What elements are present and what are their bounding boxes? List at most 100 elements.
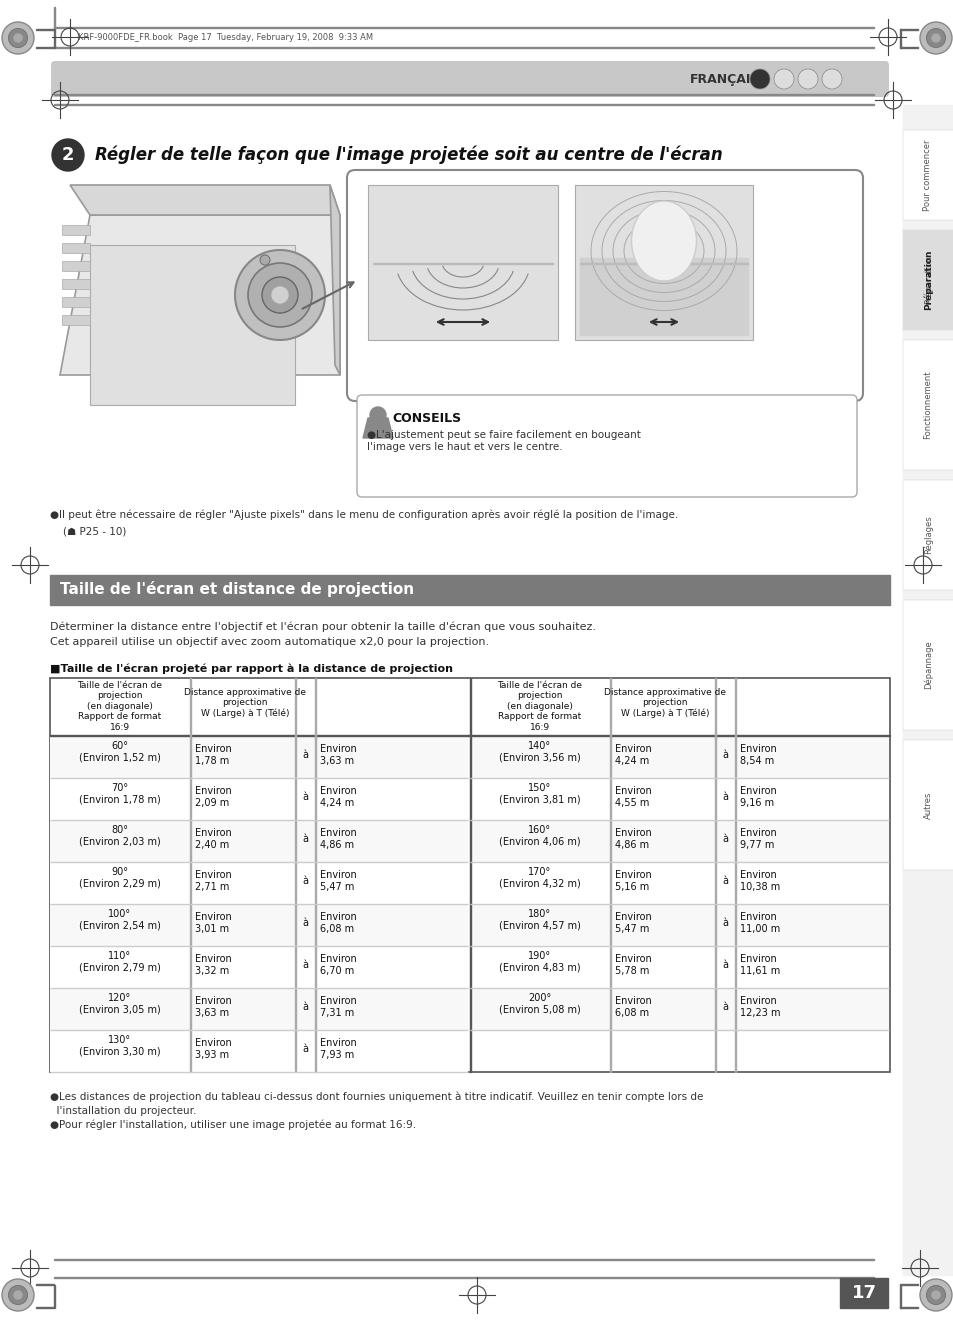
Bar xyxy=(470,988,888,1030)
Bar xyxy=(54,1285,55,1308)
Text: Environ
3,32 m: Environ 3,32 m xyxy=(194,954,232,976)
Circle shape xyxy=(749,68,769,88)
Text: Environ
12,23 m: Environ 12,23 m xyxy=(740,996,780,1017)
Text: ●Il peut être nécessaire de régler "Ajuste pixels" dans le menu de configuration: ●Il peut être nécessaire de régler "Ajus… xyxy=(50,511,678,520)
Text: (☗ P25 - 10): (☗ P25 - 10) xyxy=(50,527,126,536)
Text: Environ
5,16 m: Environ 5,16 m xyxy=(615,870,651,891)
Text: Environ
3,63 m: Environ 3,63 m xyxy=(319,744,356,765)
Text: ■Taille de l'écran projeté par rapport à la distance de projection: ■Taille de l'écran projeté par rapport à… xyxy=(50,663,453,674)
Text: 70°
(Environ 1,78 m): 70° (Environ 1,78 m) xyxy=(79,783,161,804)
Text: à: à xyxy=(721,833,727,844)
Text: à: à xyxy=(721,876,727,886)
Text: Cet appareil utilise un objectif avec zoom automatique x2,0 pour la projection.: Cet appareil utilise un objectif avec zo… xyxy=(50,636,489,647)
Text: Pour commencer: Pour commencer xyxy=(923,139,931,210)
Text: 160°
(Environ 4,06 m): 160° (Environ 4,06 m) xyxy=(498,825,580,847)
Text: Taille de l'écran de
projection
(en diagonale)
Rapport de format
16:9: Taille de l'écran de projection (en diag… xyxy=(497,681,582,732)
Text: à: à xyxy=(302,959,308,970)
Text: Environ
7,93 m: Environ 7,93 m xyxy=(319,1038,356,1060)
Bar xyxy=(902,230,953,330)
Text: l'installation du projecteur.: l'installation du projecteur. xyxy=(50,1106,196,1116)
Text: 120°
(Environ 3,05 m): 120° (Environ 3,05 m) xyxy=(79,993,161,1014)
Text: Environ
3,93 m: Environ 3,93 m xyxy=(194,1038,232,1060)
Bar xyxy=(368,185,558,340)
Text: Environ
7,31 m: Environ 7,31 m xyxy=(319,996,356,1017)
Bar xyxy=(470,946,888,988)
Circle shape xyxy=(925,1285,944,1305)
Bar xyxy=(190,678,191,1072)
Circle shape xyxy=(919,21,951,54)
Text: Préparation: Préparation xyxy=(923,256,932,304)
Bar xyxy=(50,575,889,604)
Bar xyxy=(609,678,610,1072)
Circle shape xyxy=(262,277,297,314)
Bar xyxy=(62,315,90,326)
Text: 170°
(Environ 4,32 m): 170° (Environ 4,32 m) xyxy=(498,867,580,888)
Circle shape xyxy=(370,407,386,423)
Text: Environ
10,38 m: Environ 10,38 m xyxy=(740,870,780,891)
Bar xyxy=(470,862,888,904)
Bar xyxy=(902,480,953,590)
Text: à: à xyxy=(302,918,308,929)
Text: Taille de l'écran et distance de projection: Taille de l'écran et distance de project… xyxy=(60,582,414,598)
Text: Régler de telle façon que l'image projetée soit au centre de l'écran: Régler de telle façon que l'image projet… xyxy=(95,146,722,165)
Text: 80°
(Environ 2,03 m): 80° (Environ 2,03 m) xyxy=(79,825,161,847)
Text: Environ
2,09 m: Environ 2,09 m xyxy=(194,787,232,808)
Circle shape xyxy=(234,251,325,340)
Text: Environ
9,16 m: Environ 9,16 m xyxy=(740,787,776,808)
Text: Environ
6,70 m: Environ 6,70 m xyxy=(319,954,356,976)
Bar xyxy=(579,263,747,264)
Circle shape xyxy=(260,255,270,265)
FancyBboxPatch shape xyxy=(356,395,856,497)
Text: Environ
5,78 m: Environ 5,78 m xyxy=(615,954,651,976)
Text: à: à xyxy=(302,833,308,844)
Bar xyxy=(902,340,953,470)
Bar xyxy=(50,820,468,862)
Bar xyxy=(734,678,735,1072)
Text: à: à xyxy=(721,918,727,929)
Text: Distance approximative de
projection
W (Large) à T (Télé): Distance approximative de projection W (… xyxy=(184,687,306,718)
Text: à: à xyxy=(302,750,308,760)
Circle shape xyxy=(9,1285,28,1305)
Circle shape xyxy=(821,68,841,88)
Bar xyxy=(373,263,553,264)
Bar xyxy=(470,779,888,820)
FancyBboxPatch shape xyxy=(347,170,862,401)
Polygon shape xyxy=(330,185,339,375)
Text: Réglages: Réglages xyxy=(923,516,932,555)
Text: 110°
(Environ 2,79 m): 110° (Environ 2,79 m) xyxy=(79,951,161,973)
Circle shape xyxy=(14,1290,22,1298)
Bar xyxy=(50,779,468,820)
Bar xyxy=(470,905,888,946)
Text: à: à xyxy=(302,1044,308,1055)
Bar xyxy=(50,1030,468,1072)
Ellipse shape xyxy=(631,201,696,281)
Circle shape xyxy=(925,28,944,48)
Bar xyxy=(899,29,900,48)
Text: Environ
11,61 m: Environ 11,61 m xyxy=(740,954,780,976)
Text: à: à xyxy=(721,792,727,803)
Bar xyxy=(50,905,468,946)
Text: 140°
(Environ 3,56 m): 140° (Environ 3,56 m) xyxy=(498,741,580,762)
Bar xyxy=(314,678,315,1072)
Text: Fonctionnement: Fonctionnement xyxy=(923,371,931,440)
Text: ●Pour régler l'installation, utiliser une image projetée au format 16:9.: ●Pour régler l'installation, utiliser un… xyxy=(50,1120,416,1131)
Text: CONSEILS: CONSEILS xyxy=(392,411,460,425)
Text: Environ
2,71 m: Environ 2,71 m xyxy=(194,870,232,891)
Text: 180°
(Environ 4,57 m): 180° (Environ 4,57 m) xyxy=(498,909,580,930)
Text: KRF-9000FDE_FR.book  Page 17  Tuesday, February 19, 2008  9:33 AM: KRF-9000FDE_FR.book Page 17 Tuesday, Feb… xyxy=(78,34,373,43)
Text: FRANÇAIS: FRANÇAIS xyxy=(689,72,760,86)
Text: Environ
5,47 m: Environ 5,47 m xyxy=(615,913,651,934)
Text: ●L'ajustement peut se faire facilement en bougeant
l'image vers le haut et vers : ●L'ajustement peut se faire facilement e… xyxy=(367,430,640,452)
Bar xyxy=(62,279,90,289)
Text: Environ
6,08 m: Environ 6,08 m xyxy=(319,913,356,934)
Bar xyxy=(902,130,953,220)
Circle shape xyxy=(919,1278,951,1311)
Text: à: à xyxy=(302,876,308,886)
Circle shape xyxy=(248,263,312,327)
Text: 17: 17 xyxy=(851,1284,876,1302)
Circle shape xyxy=(52,139,84,172)
Text: Distance approximative de
projection
W (Large) à T (Télé): Distance approximative de projection W (… xyxy=(603,687,725,718)
Text: Taille de l'écran de
projection
(en diagonale)
Rapport de format
16:9: Taille de l'écran de projection (en diag… xyxy=(77,681,162,732)
Text: Dépannage: Dépannage xyxy=(923,641,932,689)
Bar xyxy=(50,736,468,779)
